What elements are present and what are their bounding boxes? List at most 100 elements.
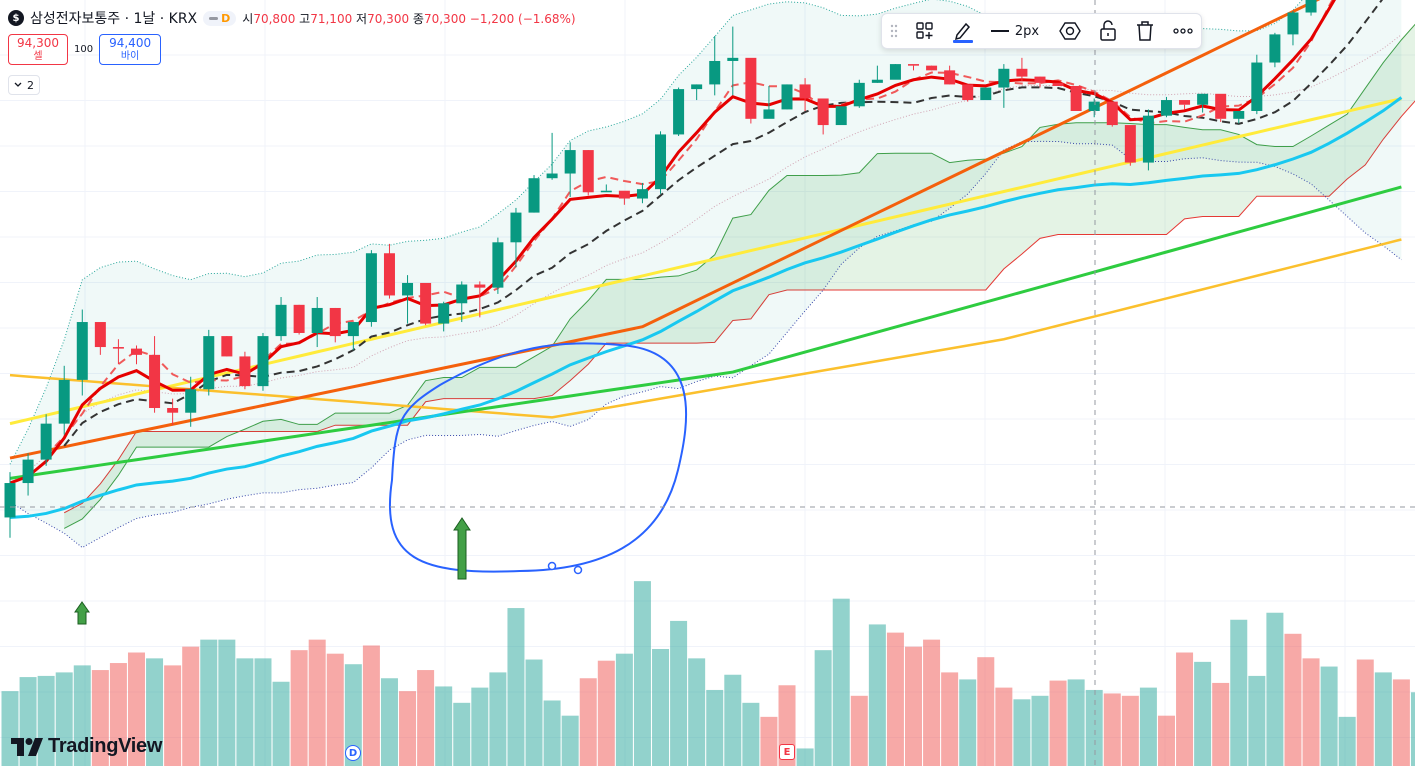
change-value: −1,200 (−1.68%): [469, 11, 576, 26]
candle-body: [709, 60, 721, 85]
line-color-icon[interactable]: [950, 20, 976, 43]
sell-price: 94,300: [17, 36, 59, 51]
settings-icon[interactable]: [1058, 20, 1082, 42]
candle-body: [1305, 0, 1317, 13]
unlock-icon[interactable]: [1096, 20, 1120, 42]
volume-bar: [796, 748, 814, 766]
candle-body: [1160, 100, 1172, 116]
candle-body: [691, 84, 703, 90]
volume-bar: [1157, 715, 1175, 766]
candle-body: [871, 79, 883, 83]
candle-body: [311, 307, 323, 333]
interval-badge[interactable]: D: [203, 10, 237, 26]
candle-body: [203, 336, 215, 390]
volume-bar: [200, 639, 218, 766]
dividend-marker[interactable]: D: [345, 745, 361, 761]
ma-line-green: [9, 185, 1402, 480]
candle-body: [130, 348, 142, 355]
candle-body: [293, 304, 305, 333]
volume-bar: [742, 702, 760, 766]
symbol-legend: $ 삼성전자보통주 · 1날 · KRX D 시70,800 고71,100 저…: [8, 8, 576, 28]
candle-body: [438, 303, 450, 324]
buy-price: 94,400: [109, 36, 152, 51]
buy-button[interactable]: 94,400 바이: [99, 34, 162, 65]
candle-body: [908, 64, 919, 66]
volume-bar: [290, 650, 308, 766]
candle-body: [600, 190, 612, 193]
volume-bar: [579, 678, 597, 766]
candle-body: [1106, 101, 1118, 126]
ma-line-dashed-red: [45, 0, 1334, 457]
volume-bar: [959, 679, 977, 766]
candle-body: [365, 253, 377, 323]
candle-body: [492, 242, 504, 288]
volume-bar: [1410, 692, 1415, 766]
candle-body: [1052, 82, 1064, 86]
volume-bar: [977, 657, 995, 766]
volume-bar: [597, 660, 615, 766]
more-icon[interactable]: [1171, 20, 1195, 42]
volume-bar: [886, 632, 904, 766]
candle-body: [329, 307, 341, 337]
volume-bar: [850, 695, 868, 766]
volume-bar: [615, 653, 633, 766]
bollinger-band: [9, 0, 1402, 549]
volume-bar: [1176, 652, 1194, 766]
volume-bar: [1067, 679, 1085, 766]
volume-bar: [435, 686, 453, 766]
template-icon[interactable]: [913, 20, 937, 42]
volume-bar: [471, 687, 489, 766]
volume-bar: [1392, 679, 1410, 766]
volume-bar: [995, 687, 1013, 766]
low-label: 저: [356, 11, 368, 26]
candle-body: [257, 336, 269, 387]
volume-bar: [362, 645, 380, 766]
candle-body: [546, 173, 558, 179]
candle-body: [1034, 76, 1046, 83]
volume-bar: [1, 691, 19, 766]
volume-bar: [326, 653, 344, 766]
line-width-icon: [990, 30, 1009, 32]
drawing-anchor: [573, 565, 583, 575]
candle-body: [185, 389, 197, 413]
drag-handle-icon[interactable]: [887, 20, 901, 42]
candle-body: [1124, 125, 1136, 163]
candle-body: [763, 109, 775, 119]
volume-bars: [1, 581, 1415, 766]
earnings-marker[interactable]: E: [779, 744, 795, 760]
sell-button[interactable]: 94,300 셀: [8, 34, 68, 65]
volume-bar: [652, 649, 670, 766]
tradingview-logo-icon: [11, 737, 43, 756]
candle-body: [383, 253, 395, 296]
indicators-count: 2: [27, 78, 34, 92]
close-value: 70,300: [423, 11, 466, 26]
candle-body: [1233, 110, 1245, 119]
candles: [4, 0, 1317, 538]
up-arrow-marker: [74, 601, 90, 625]
trash-icon[interactable]: [1133, 20, 1157, 42]
volume-bar: [91, 670, 109, 766]
drawing-toolbar: 2px: [881, 13, 1202, 49]
candle-body: [528, 178, 540, 213]
tradingview-logo[interactable]: TradingView: [11, 735, 162, 758]
candle-body: [58, 379, 70, 424]
volume-bar: [109, 663, 127, 766]
moving-averages: [9, 0, 1403, 519]
volume-bar: [688, 658, 706, 766]
line-width-button[interactable]: 2px: [990, 20, 1040, 42]
volume-bar: [218, 639, 236, 766]
ma-line-yellow: [9, 238, 1402, 419]
indicators-toggle-button[interactable]: 2: [8, 75, 40, 95]
candle-body: [420, 282, 432, 324]
volume-bar: [724, 674, 742, 766]
low-value: 70,300: [367, 11, 410, 26]
volume-bar: [182, 646, 200, 766]
currency-icon: $: [8, 10, 24, 26]
ma-line-orange: [9, 0, 1321, 460]
candle-body: [998, 68, 1010, 88]
badge-dash-icon: [209, 16, 219, 20]
symbol-title[interactable]: 삼성전자보통주 · 1날 · KRX: [30, 11, 198, 27]
high-label: 고: [299, 11, 311, 26]
